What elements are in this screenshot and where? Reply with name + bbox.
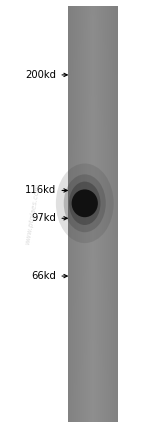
Ellipse shape bbox=[72, 189, 98, 217]
Text: 66kd: 66kd bbox=[31, 271, 56, 281]
Text: 116kd: 116kd bbox=[25, 185, 56, 196]
Text: 97kd: 97kd bbox=[31, 213, 56, 223]
Ellipse shape bbox=[64, 174, 106, 232]
Ellipse shape bbox=[69, 181, 100, 225]
Text: www.ptglaes.com: www.ptglaes.com bbox=[25, 183, 41, 245]
Text: 200kd: 200kd bbox=[25, 70, 56, 80]
Ellipse shape bbox=[56, 163, 114, 243]
